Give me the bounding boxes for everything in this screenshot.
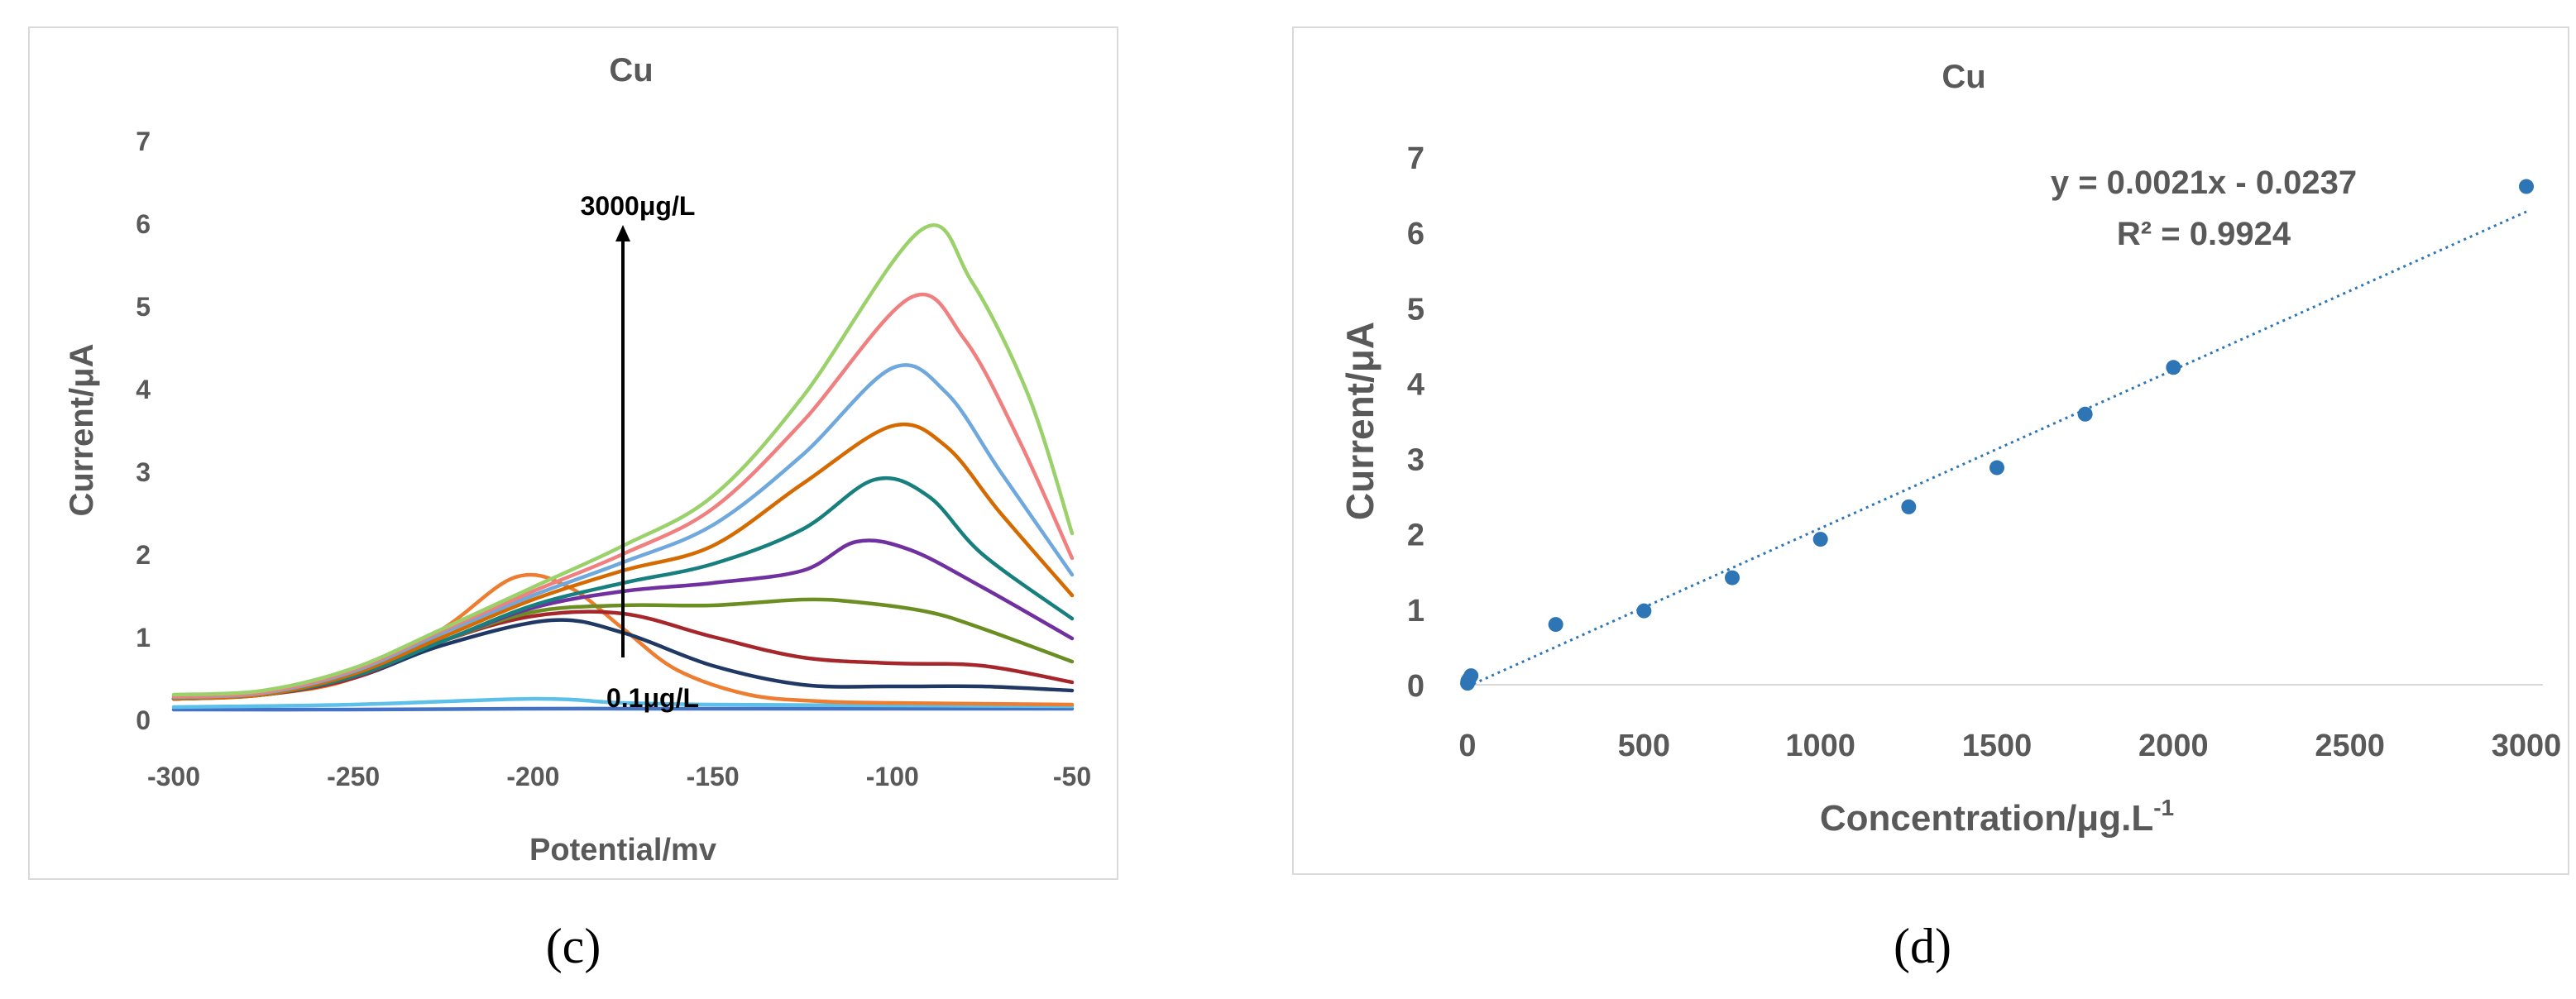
x-tick-label: -150 [687,762,740,791]
y-tick-label: 4 [1407,367,1424,402]
x-axis-label-text: Concentration/μg.L [1820,798,2153,839]
arrow-top-label: 3000μg/L [581,191,696,221]
y-tick-label: 7 [1407,141,1424,176]
y-tick-label: 5 [136,292,151,322]
x-axis-label-superscript: -1 [2153,795,2174,820]
x-tick-label: 2000 [2138,729,2209,763]
x-tick-label: -200 [506,762,559,791]
y-tick-label: 1 [136,623,151,652]
x-tick-label: 1000 [1785,729,1855,763]
data-point [1901,499,1917,514]
trendline-r2: R² = 0.9924 [2117,216,2291,252]
y-axis-label: Current/μA [1338,322,1381,520]
data-point [2166,360,2181,375]
y-tick-label: 4 [136,375,151,404]
data-point [2519,179,2534,194]
series-line-2 [171,696,1075,710]
y-tick-label: 1 [1407,594,1424,629]
series-line-8 [171,476,1075,701]
trendline [1467,210,2527,688]
y-tick-label: 0 [136,705,151,735]
y-tick-label: 6 [136,209,151,239]
x-tick-label: -300 [147,762,200,791]
data-point [2077,406,2093,422]
y-tick-label: 5 [1407,292,1424,327]
series-line-9 [171,422,1075,701]
x-tick-label: -100 [866,762,919,791]
y-tick-label: 6 [1407,217,1424,251]
series-line-12 [171,222,1075,697]
panel-label-c: (c) [545,919,601,973]
y-tick-label: 0 [1407,669,1424,704]
y-tick-label: 3 [1407,443,1424,478]
x-axis-label: Concentration/μg.L-1 [1820,795,2174,839]
y-tick-label: 2 [136,540,151,570]
x-tick-label: 0 [1458,729,1476,763]
chart-title: Cu [609,52,653,88]
data-point [1636,603,1652,619]
data-point [1812,532,1828,547]
x-tick-label: 1500 [1962,729,2033,763]
data-point [1989,460,2004,476]
chart-panel-d: Cu 0 1 2 3 4 5 6 7 0 500 1000 1500 2000 2500 3000 Concen… [1292,26,2569,875]
x-tick-label: 500 [1618,729,1670,763]
y-tick-label: 2 [1407,519,1424,553]
x-axis-label: Potential/mv [529,833,716,868]
x-tick-label: 3000 [2492,729,2562,763]
scatter-chart-cu-concentration: Cu 0 1 2 3 4 5 6 7 0 500 1000 1500 2000 2500 3000 Concen… [1338,59,2562,839]
y-axis-label: Current/μA [64,344,100,517]
y-tick-label: 3 [136,457,151,487]
arrow-bottom-label: 0.1μg/L [606,683,699,713]
trendline-equation: y = 0.0021x - 0.0237 [2051,165,2357,201]
chart-panel-c: Cu 0 1 2 3 4 5 6 7 -300 -250 -200 -150 -100 -50 Potenti… [28,26,1118,880]
x-tick-label: -250 [327,762,380,791]
x-tick-label: -50 [1053,762,1091,791]
data-point [1463,668,1479,684]
y-tick-label: 7 [136,127,151,156]
line-chart-cu-potential: Cu 0 1 2 3 4 5 6 7 -300 -250 -200 -150 -100 -50 Potenti… [64,52,1091,868]
concentration-arrow-head [615,225,630,241]
panel-label-d: (d) [1894,919,1951,973]
data-point [1548,617,1563,633]
x-tick-label: 2500 [2315,729,2385,763]
chart-title: Cu [1942,59,1985,95]
series-line-1 [171,706,1075,712]
data-point [1725,570,1740,586]
